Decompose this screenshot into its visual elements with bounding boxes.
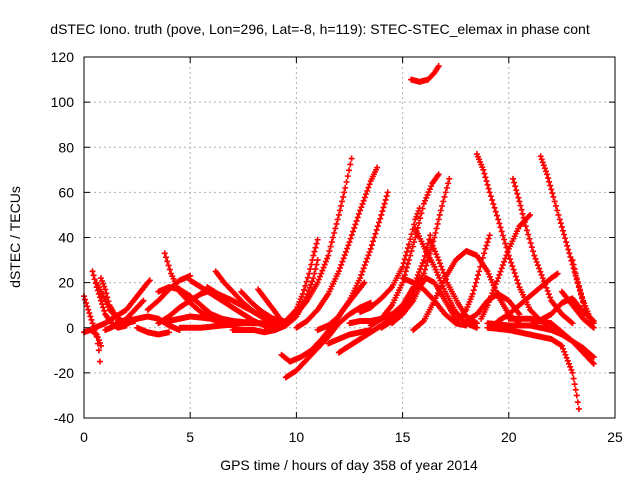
- series-49: [569, 257, 597, 327]
- data-point-markers: [282, 155, 355, 327]
- data-point-markers: [558, 288, 597, 331]
- axis-ticks: 0 5 10 15 20 25 -40 -20 0 20 40 60 80 100 120: [51, 49, 623, 445]
- y-tick-label: 60: [58, 184, 74, 200]
- data-point-markers: [463, 290, 523, 324]
- series-17: [204, 284, 287, 329]
- grid-lines: [84, 57, 615, 418]
- data-point-markers: [282, 299, 374, 381]
- data-point-markers: [255, 286, 285, 324]
- chart-title: dSTEC Iono. truth (pove, Lon=296, Lat=-8…: [50, 21, 590, 37]
- series-7: [112, 313, 183, 334]
- data-point-markers: [378, 175, 453, 331]
- series-51: [463, 290, 523, 324]
- data-point-markers: [155, 288, 211, 327]
- data-point-markers: [495, 270, 561, 324]
- data-point-markers: [484, 324, 582, 412]
- data-marks: [81, 63, 597, 412]
- x-axis-title: GPS time / hours of day 358 of year 2014: [220, 457, 478, 473]
- series-27: [325, 327, 374, 347]
- series-12: [155, 288, 211, 327]
- x-tick-label: 15: [395, 429, 411, 445]
- y-tick-label: 20: [58, 275, 74, 291]
- series-38: [408, 63, 442, 85]
- data-point-markers: [569, 257, 597, 327]
- x-tick-label: 10: [289, 429, 305, 445]
- data-point-markers: [204, 284, 287, 329]
- data-point-markers: [357, 205, 423, 315]
- series-30: [357, 205, 423, 315]
- series-19: [255, 286, 285, 324]
- data-point-markers: [325, 327, 374, 347]
- y-tick-label: 0: [66, 320, 74, 336]
- series-22: [282, 299, 374, 381]
- series-32: [378, 175, 453, 331]
- y-tick-label: -20: [54, 365, 74, 381]
- y-tick-label: 80: [58, 139, 74, 155]
- series-34: [399, 275, 470, 329]
- data-point-markers: [527, 322, 597, 367]
- data-point-markers: [314, 189, 391, 334]
- series-15: [187, 277, 279, 331]
- series-26: [314, 189, 391, 334]
- data-point-markers: [112, 313, 183, 334]
- series-8: [134, 324, 172, 338]
- data-point-markers: [427, 236, 480, 327]
- data-point-markers: [452, 232, 493, 327]
- series-37: [427, 236, 480, 327]
- series-48: [527, 322, 597, 367]
- data-point-markers: [293, 164, 381, 331]
- x-tick-label: 20: [501, 429, 517, 445]
- y-tick-label: 40: [58, 230, 74, 246]
- y-tick-label: 120: [51, 49, 75, 65]
- y-axis-title: dSTEC / TECUs: [7, 186, 23, 288]
- series-25: [293, 164, 381, 331]
- data-point-markers: [408, 63, 442, 85]
- data-point-markers: [187, 277, 279, 331]
- series-39: [452, 232, 493, 327]
- x-tick-label: 0: [80, 429, 88, 445]
- data-point-markers: [134, 324, 172, 338]
- x-tick-label: 25: [607, 429, 623, 445]
- series-50: [558, 288, 597, 331]
- y-tick-label: -40: [54, 410, 74, 426]
- series-43: [495, 270, 561, 324]
- x-tick-label: 5: [186, 429, 194, 445]
- data-point-markers: [91, 277, 153, 331]
- y-tick-label: 100: [51, 94, 75, 110]
- series-5: [91, 277, 153, 331]
- data-point-markers: [399, 275, 470, 329]
- series-46: [484, 324, 582, 412]
- series-24: [282, 155, 355, 327]
